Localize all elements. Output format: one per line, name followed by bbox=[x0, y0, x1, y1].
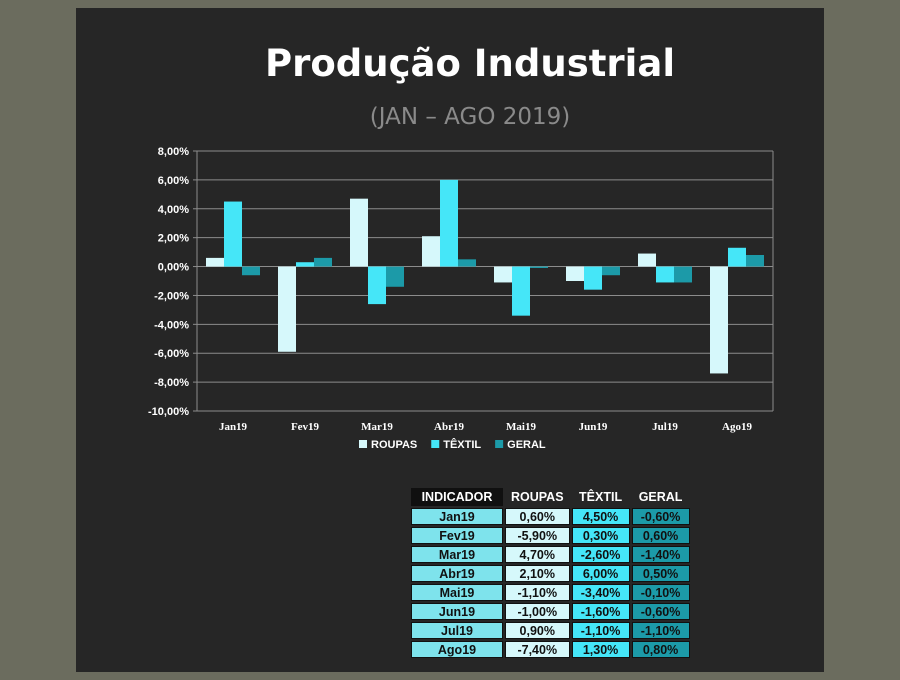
cell-geral: 0,80% bbox=[631, 641, 690, 658]
cell-indicador: Abr19 bbox=[411, 565, 503, 582]
y-tick-label: 0,00% bbox=[158, 262, 189, 274]
chart-title: Produção Industrial bbox=[264, 42, 676, 85]
y-tick-label: -2,00% bbox=[154, 290, 189, 302]
cell-roupas: 2,10% bbox=[505, 565, 570, 582]
legend-label: ROUPAS bbox=[371, 439, 417, 451]
cell-roupas: -1,00% bbox=[505, 603, 570, 620]
cell-textil: 6,00% bbox=[571, 565, 630, 582]
y-tick-label: -6,00% bbox=[154, 348, 189, 360]
cell-indicador: Jan19 bbox=[411, 508, 503, 525]
x-tick-label: Mar19 bbox=[361, 421, 393, 433]
cell-roupas: 4,70% bbox=[505, 546, 570, 563]
table-row: Fev19 -5,90% 0,30% 0,60% bbox=[411, 527, 690, 544]
bar-roupas-fev19 bbox=[278, 266, 296, 352]
bar-textil-ago19 bbox=[728, 247, 746, 267]
cell-geral: 0,60% bbox=[631, 527, 690, 544]
cell-textil: -3,40% bbox=[571, 584, 630, 601]
cell-indicador: Fev19 bbox=[411, 527, 503, 544]
cell-textil: -1,10% bbox=[571, 622, 630, 639]
bar-roupas-jan19 bbox=[206, 257, 224, 267]
table-row: Jun19 -1,00% -1,60% -0,60% bbox=[411, 603, 690, 620]
cell-geral: -1,40% bbox=[631, 546, 690, 563]
x-tick-label: Jul19 bbox=[652, 421, 678, 433]
cell-roupas: -1,10% bbox=[505, 584, 570, 601]
bar-textil-mai19 bbox=[512, 266, 530, 316]
bar-geral-mar19 bbox=[386, 266, 404, 287]
cell-geral: -0,60% bbox=[631, 508, 690, 525]
table-row: Jan19 0,60% 4,50% -0,60% bbox=[411, 508, 690, 525]
cell-geral: 0,50% bbox=[631, 565, 690, 582]
y-tick-label: -8,00% bbox=[154, 377, 189, 389]
cell-textil: 1,30% bbox=[571, 641, 630, 658]
cell-indicador: Jun19 bbox=[411, 603, 503, 620]
bar-geral-jul19 bbox=[674, 266, 692, 283]
x-tick-label: Jun19 bbox=[579, 421, 608, 433]
table-row: Jul19 0,90% -1,10% -1,10% bbox=[411, 622, 690, 639]
bar-geral-fev19 bbox=[314, 257, 332, 267]
table-header-row: INDICADOR ROUPAS TÊXTIL GERAL bbox=[411, 488, 690, 506]
x-tick-label: Fev19 bbox=[291, 421, 320, 433]
bar-textil-jul19 bbox=[656, 266, 674, 283]
cell-roupas: -5,90% bbox=[505, 527, 570, 544]
legend-swatch bbox=[495, 440, 504, 448]
bar-geral-mai19 bbox=[530, 266, 548, 268]
bar-roupas-mar19 bbox=[350, 198, 368, 267]
header-roupas: ROUPAS bbox=[505, 488, 570, 506]
legend-swatch bbox=[431, 440, 440, 448]
table-row: Mar19 4,70% -2,60% -1,40% bbox=[411, 546, 690, 563]
cell-textil: 0,30% bbox=[571, 527, 630, 544]
cell-indicador: Jul19 bbox=[411, 622, 503, 639]
y-tick-label: 8,00% bbox=[158, 146, 189, 158]
bar-roupas-jun19 bbox=[566, 266, 584, 281]
bar-geral-ago19 bbox=[746, 255, 764, 267]
cell-roupas: 0,90% bbox=[505, 622, 570, 639]
header-textil: TÊXTIL bbox=[571, 488, 630, 506]
y-tick-label: 6,00% bbox=[158, 175, 189, 187]
header-geral: GERAL bbox=[631, 488, 690, 506]
legend-label: TÊXTIL bbox=[443, 438, 481, 451]
cell-indicador: Ago19 bbox=[411, 641, 503, 658]
bar-roupas-jul19 bbox=[638, 253, 656, 267]
bar-textil-mar19 bbox=[368, 266, 386, 305]
bar-roupas-abr19 bbox=[422, 236, 440, 267]
bar-textil-fev19 bbox=[296, 262, 314, 267]
chart-panel: Produção Industrial (JAN – AGO 2019) 8,0… bbox=[76, 8, 824, 672]
bar-chart: 8,00% 6,00% 4,00% 2,00% 0,00% -2,00% -4,00% -6,… bbox=[148, 146, 774, 451]
y-tick-label: -10,00% bbox=[148, 406, 189, 418]
table-row: Abr19 2,10% 6,00% 0,50% bbox=[411, 565, 690, 582]
bar-textil-abr19 bbox=[440, 179, 458, 267]
y-tick-label: 2,00% bbox=[158, 233, 189, 245]
legend-label: GERAL bbox=[507, 439, 546, 451]
cell-geral: -1,10% bbox=[631, 622, 690, 639]
cell-geral: -0,60% bbox=[631, 603, 690, 620]
x-tick-label: Ago19 bbox=[722, 421, 752, 433]
bar-textil-jan19 bbox=[224, 201, 242, 267]
legend-swatch bbox=[359, 440, 367, 448]
header-indicador: INDICADOR bbox=[411, 488, 503, 506]
bar-geral-jun19 bbox=[602, 266, 620, 276]
bar-roupas-ago19 bbox=[710, 266, 728, 374]
cell-indicador: Mar19 bbox=[411, 546, 503, 563]
cell-textil: -2,60% bbox=[571, 546, 630, 563]
cell-geral: -0,10% bbox=[631, 584, 690, 601]
bar-geral-abr19 bbox=[458, 259, 476, 267]
table-row: Ago19 -7,40% 1,30% 0,80% bbox=[411, 641, 690, 658]
cell-textil: 4,50% bbox=[571, 508, 630, 525]
chart-subtitle: (JAN – AGO 2019) bbox=[369, 104, 571, 130]
data-table: INDICADOR ROUPAS TÊXTIL GERAL Jan19 0,60… bbox=[409, 486, 692, 660]
bar-textil-jun19 bbox=[584, 266, 602, 290]
bar-roupas-mai19 bbox=[494, 266, 512, 283]
cell-roupas: -7,40% bbox=[505, 641, 570, 658]
y-tick-label: -4,00% bbox=[154, 319, 189, 331]
cell-indicador: Mai19 bbox=[411, 584, 503, 601]
x-tick-label: Abr19 bbox=[434, 421, 464, 433]
x-tick-label: Jan19 bbox=[219, 421, 248, 433]
x-tick-label: Mai19 bbox=[506, 421, 536, 433]
cell-textil: -1,60% bbox=[571, 603, 630, 620]
bar-geral-jan19 bbox=[242, 266, 260, 276]
cell-roupas: 0,60% bbox=[505, 508, 570, 525]
table-row: Mai19 -1,10% -3,40% -0,10% bbox=[411, 584, 690, 601]
y-tick-label: 4,00% bbox=[158, 204, 189, 216]
